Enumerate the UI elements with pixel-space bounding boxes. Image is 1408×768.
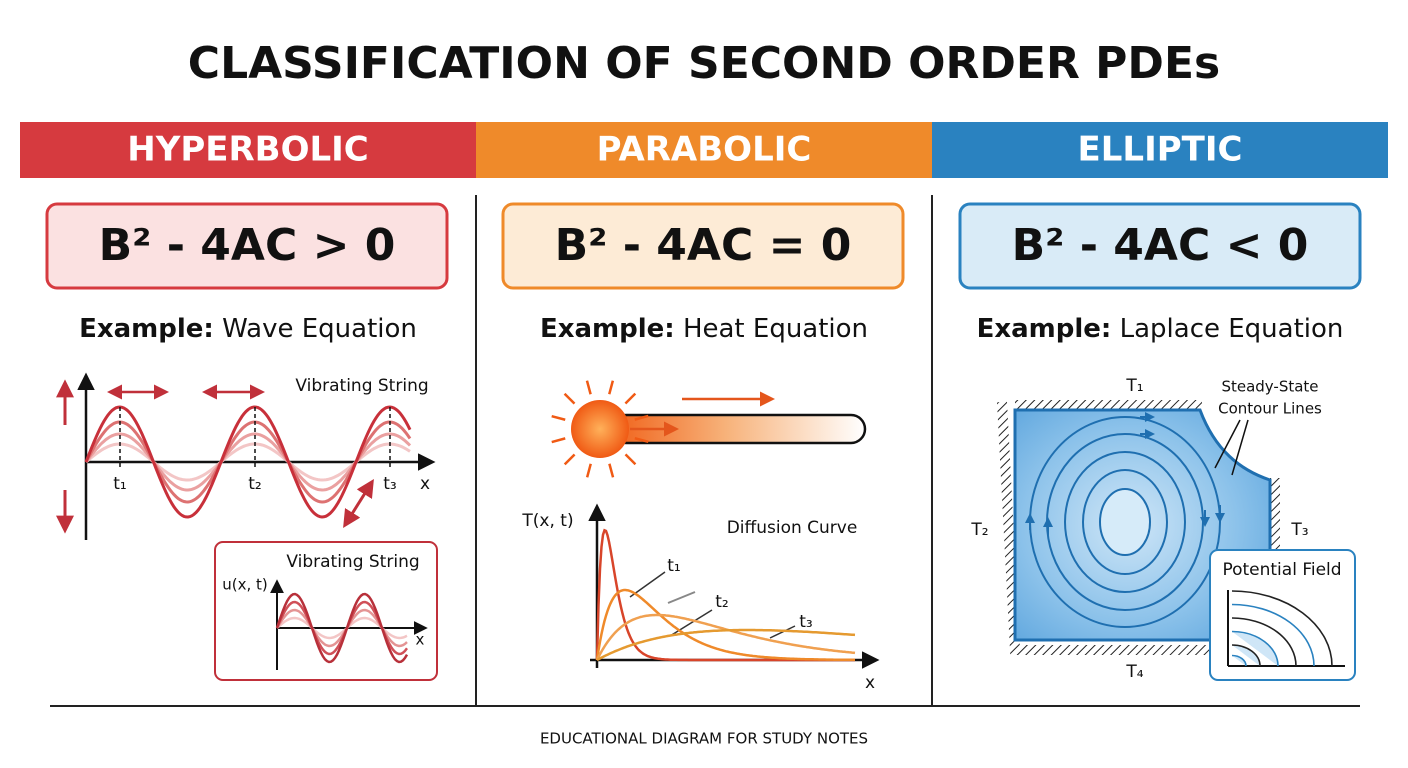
axis-label: u(x, t) <box>222 576 268 594</box>
ray <box>608 463 615 478</box>
inset-title: Potential Field <box>1222 560 1341 580</box>
time-label: t₃ <box>383 474 396 494</box>
heading: HYPERBOLIC <box>127 130 369 170</box>
example: Example: Laplace Equation <box>977 314 1344 344</box>
contour <box>1231 603 1315 667</box>
boundary <box>1015 400 1280 550</box>
heading: PARABOLIC <box>597 130 812 170</box>
contour <box>1082 469 1168 575</box>
condition: B² - 4AC > 0 <box>99 220 396 271</box>
caption: Steady-State <box>1221 378 1318 396</box>
header-bar <box>20 122 476 178</box>
example-name: Wave Equation <box>222 314 417 344</box>
ray <box>634 437 649 444</box>
condition: B² - 4AC = 0 <box>555 220 852 271</box>
condition: B² - 4AC < 0 <box>1012 220 1309 271</box>
leader <box>769 625 796 639</box>
boundary-label: T₁ <box>1125 376 1143 396</box>
contour <box>1064 451 1186 593</box>
leader <box>669 609 713 637</box>
example-label: Example: <box>540 314 675 344</box>
footer: EDUCATIONAL DIAGRAM FOR STUDY NOTES <box>540 730 868 748</box>
ray <box>563 453 576 466</box>
wave <box>84 405 412 519</box>
example-name: Heat Equation <box>683 314 868 344</box>
ray <box>624 453 637 466</box>
ray <box>634 414 649 421</box>
time-label: t₁ <box>113 474 126 494</box>
caption: Vibrating String <box>295 376 428 396</box>
inset-box <box>214 541 438 681</box>
leader <box>1231 419 1249 476</box>
heat-source <box>571 400 629 458</box>
ray <box>551 437 566 444</box>
condition-box <box>958 202 1362 290</box>
ray <box>624 392 637 405</box>
ray <box>608 380 615 395</box>
axis-label: x <box>865 673 875 693</box>
leader <box>1214 419 1241 469</box>
arrow <box>343 478 374 529</box>
example: Example: Heat Equation <box>540 314 868 344</box>
diffusion-curve <box>596 628 856 662</box>
ray <box>563 392 576 405</box>
header-bar <box>476 122 932 178</box>
diffusion-curve <box>595 613 856 661</box>
axis-label: x <box>416 631 425 649</box>
heading: ELLIPTIC <box>1078 130 1243 170</box>
boundary <box>997 401 1275 655</box>
header-bar <box>932 122 1388 178</box>
caption: Contour Lines <box>1218 400 1322 418</box>
wave <box>275 592 409 664</box>
diffusion-curve <box>595 588 855 662</box>
time-label: t₂ <box>248 474 261 494</box>
boundary-label: T₂ <box>970 520 988 540</box>
contour <box>1231 590 1333 667</box>
wave-illustration <box>56 372 436 540</box>
leader <box>667 591 696 604</box>
contour <box>1231 630 1279 667</box>
time-label: t₁ <box>667 556 680 576</box>
contour <box>1099 488 1151 556</box>
inset-plot <box>1227 590 1345 667</box>
inset-title: Vibrating String <box>286 552 419 572</box>
example: Example: Wave Equation <box>79 314 417 344</box>
example-name: Laplace Equation <box>1120 314 1344 344</box>
time-label: t₃ <box>799 612 812 632</box>
contour <box>1231 644 1261 667</box>
boundary-label: T₃ <box>1290 520 1308 540</box>
heat-illustration <box>551 380 880 669</box>
inset-plot <box>270 579 428 670</box>
ray <box>585 463 592 478</box>
axis-label: T(x, t) <box>521 511 573 531</box>
time-label: t₂ <box>715 592 728 612</box>
condition-box <box>45 202 449 290</box>
example-label: Example: <box>79 314 214 344</box>
boundary-label: T₄ <box>1125 662 1143 682</box>
wave <box>276 616 408 640</box>
title: CLASSIFICATION OF SECOND ORDER PDEs <box>188 38 1220 89</box>
example-label: Example: <box>977 314 1112 344</box>
condition-box <box>501 202 905 290</box>
ray <box>585 380 592 395</box>
contour <box>1231 617 1297 667</box>
caption: Diffusion Curve <box>727 518 858 538</box>
axis-label: x <box>420 474 430 494</box>
contour <box>1231 654 1247 667</box>
ray <box>551 414 566 421</box>
